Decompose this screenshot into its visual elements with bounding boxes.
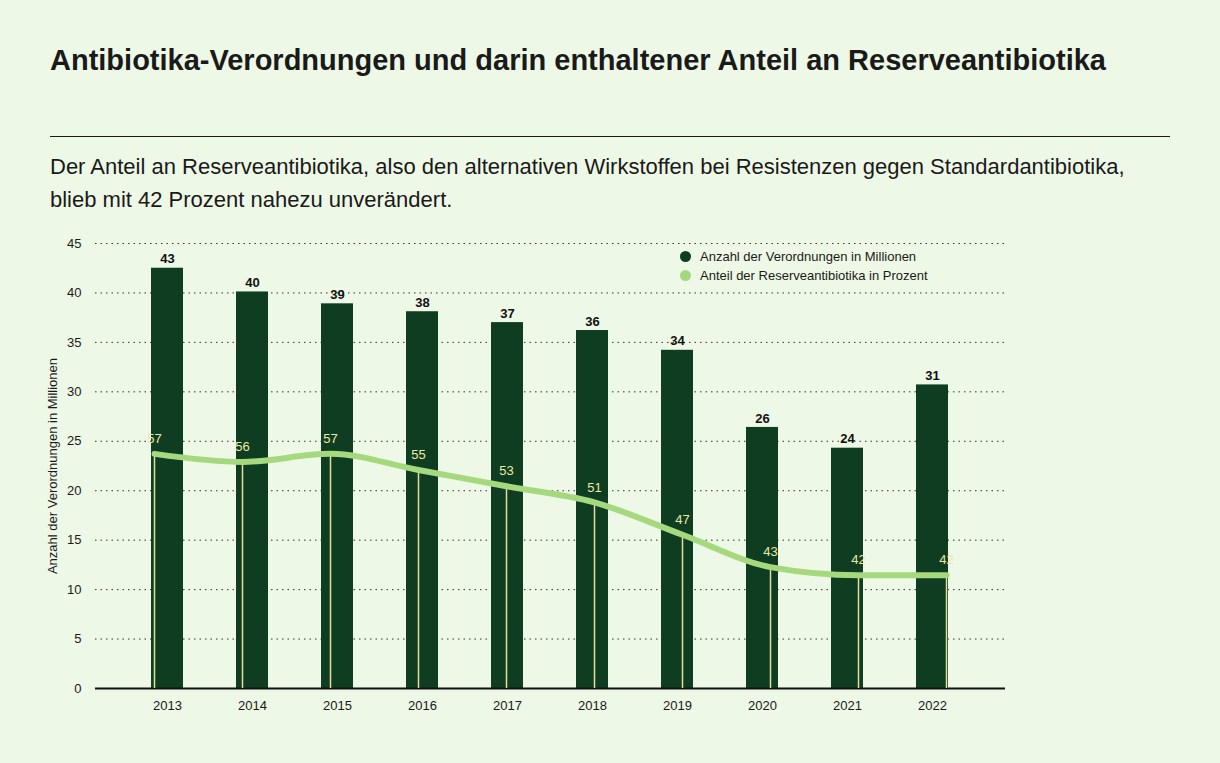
svg-text:57: 57 (323, 431, 337, 446)
svg-text:10: 10 (67, 582, 81, 597)
svg-text:2021: 2021 (833, 698, 862, 713)
svg-text:43: 43 (160, 251, 174, 266)
svg-text:53: 53 (499, 463, 513, 478)
html-text:Der Anteil an Reserveantibioti: Der Anteil an Reserveantibiotika, also d… (50, 154, 1125, 212)
svg-text:15: 15 (67, 532, 81, 547)
svg-text:40: 40 (67, 285, 81, 300)
svg-text:40: 40 (245, 275, 259, 290)
svg-text:20: 20 (67, 483, 81, 498)
svg-text:0: 0 (74, 681, 81, 696)
svg-text:2020: 2020 (748, 698, 777, 713)
svg-text:56: 56 (235, 439, 249, 454)
svg-text:55: 55 (411, 447, 425, 462)
svg-text:2018: 2018 (578, 698, 607, 713)
svg-text:38: 38 (415, 295, 429, 310)
svg-text:5: 5 (74, 631, 81, 646)
svg-text:42: 42 (851, 552, 865, 567)
svg-text:57: 57 (147, 431, 161, 446)
svg-text:2017: 2017 (493, 698, 522, 713)
html-text:Anzahl der Verordnungen in Mil: Anzahl der Verordnungen in Millionen (700, 249, 917, 264)
svg-text:31: 31 (925, 368, 939, 383)
svg-text:2016: 2016 (408, 698, 437, 713)
svg-text:2014: 2014 (238, 698, 267, 713)
svg-text:35: 35 (67, 335, 81, 350)
svg-text:Anzahl der Verordnungen in Mil: Anzahl der Verordnungen in Millionen (45, 358, 60, 574)
svg-text:2019: 2019 (663, 698, 692, 713)
svg-text:25: 25 (67, 433, 81, 448)
svg-text:34: 34 (670, 333, 685, 348)
svg-text:2013: 2013 (153, 698, 182, 713)
svg-text:2015: 2015 (323, 698, 352, 713)
svg-text:30: 30 (67, 384, 81, 399)
svg-text:2022: 2022 (918, 698, 947, 713)
svg-text:36: 36 (585, 314, 599, 329)
svg-text:37: 37 (500, 306, 514, 321)
svg-text:42: 42 (939, 552, 953, 567)
svg-text:47: 47 (675, 512, 689, 527)
svg-text:39: 39 (330, 287, 344, 302)
svg-text:26: 26 (755, 411, 769, 426)
svg-text:51: 51 (587, 480, 601, 495)
svg-text:43: 43 (763, 544, 777, 559)
svg-text:24: 24 (840, 431, 855, 446)
svg-text:45: 45 (67, 236, 81, 251)
html-text:Antibiotika-Verordnungen und d: Antibiotika-Verordnungen und darin entha… (50, 44, 1106, 76)
html-text:Anteil der Reserveantibiotika: Anteil der Reserveantibiotika in Prozent (700, 268, 928, 283)
